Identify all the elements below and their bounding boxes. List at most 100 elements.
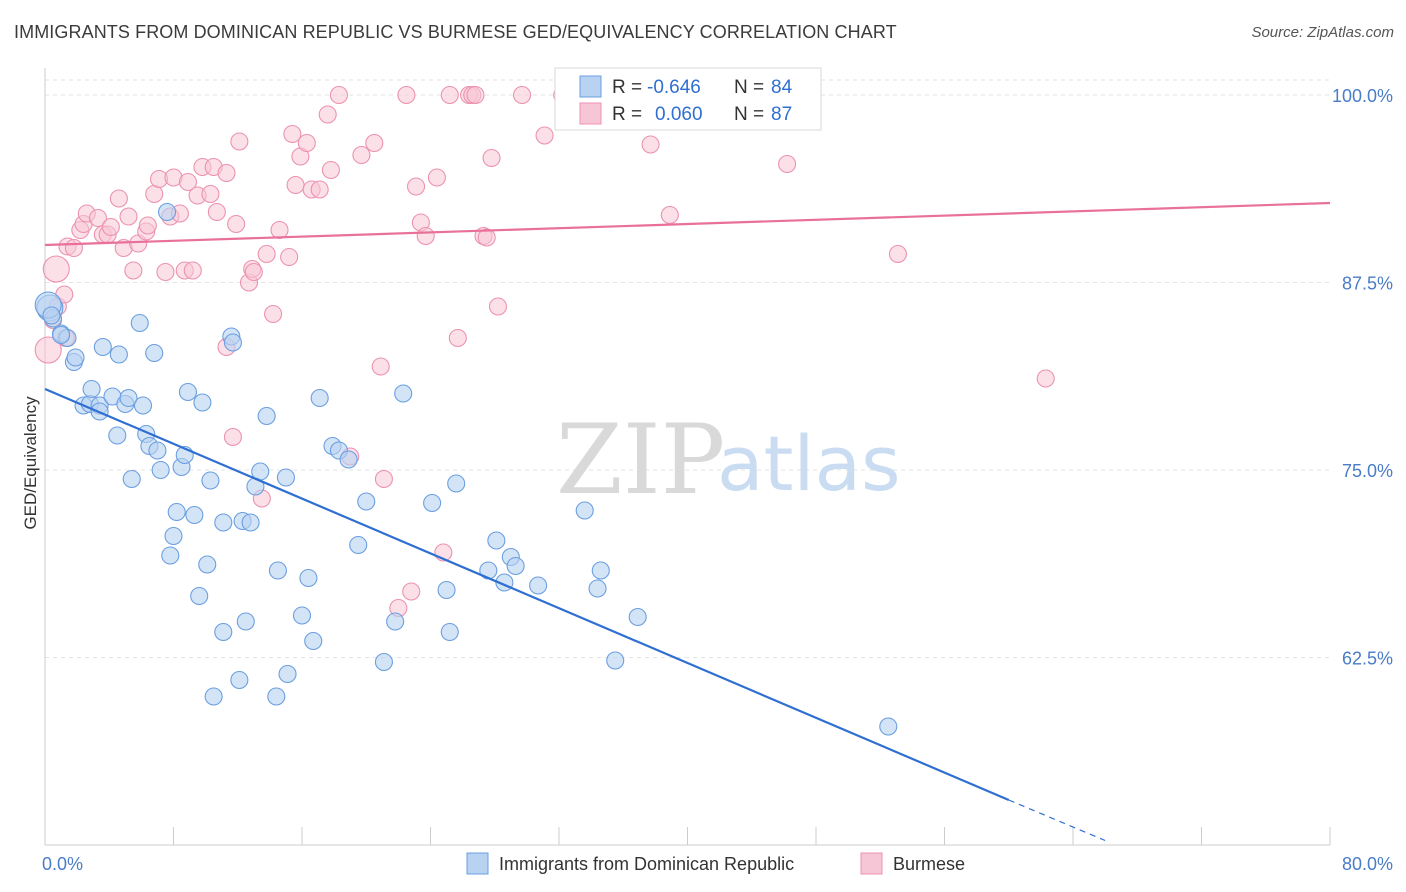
burmese-point bbox=[201, 184, 220, 204]
dominican-point bbox=[236, 612, 255, 631]
stats-legend: R = -0.646 N = 84 R = 0.060 N = 87 bbox=[554, 67, 822, 131]
burmese-point bbox=[109, 189, 128, 208]
burmese-point bbox=[406, 177, 426, 196]
burmese-point bbox=[402, 582, 421, 601]
burmese-point bbox=[321, 160, 340, 180]
burmese-point bbox=[244, 262, 263, 282]
burmese-point bbox=[207, 202, 226, 222]
burmese-point bbox=[145, 184, 164, 204]
burmese-points bbox=[34, 85, 1055, 618]
legend-r-value-pink: 0.060 bbox=[655, 104, 703, 125]
axes bbox=[44, 68, 1331, 846]
burmese-point bbox=[264, 304, 283, 324]
burmese-point bbox=[297, 133, 316, 153]
burmese-point bbox=[227, 214, 246, 234]
dominican-point bbox=[193, 393, 212, 412]
dominican-points bbox=[34, 202, 898, 736]
burmese-point bbox=[482, 148, 501, 168]
burmese-point bbox=[230, 132, 249, 151]
dominican-point bbox=[42, 306, 61, 325]
burmese-point bbox=[138, 216, 157, 235]
watermark-zip: ZIP bbox=[556, 404, 725, 516]
dominican-point bbox=[198, 555, 217, 574]
burmese-point bbox=[64, 238, 83, 258]
dominican-point bbox=[201, 471, 220, 490]
dominican-point bbox=[394, 384, 413, 403]
burmese-point bbox=[88, 208, 108, 228]
dominican-point bbox=[506, 556, 525, 576]
burmese-point bbox=[477, 228, 496, 247]
burmese-point bbox=[352, 145, 371, 165]
burmese-point bbox=[448, 328, 467, 348]
dominican-point bbox=[148, 441, 167, 460]
dominican-point bbox=[122, 469, 141, 489]
dominican-point bbox=[386, 612, 405, 631]
dominican-point bbox=[93, 337, 112, 357]
burmese-point bbox=[488, 297, 508, 316]
dominican-point bbox=[223, 333, 242, 352]
dominican-point bbox=[357, 492, 376, 511]
dominican-point bbox=[204, 687, 223, 706]
dominican-point bbox=[151, 460, 170, 480]
dominican-point bbox=[52, 325, 71, 345]
burmese-trend-line bbox=[44, 201, 1331, 247]
dominican-point bbox=[276, 468, 295, 487]
bottom-legend-swatch-blue bbox=[466, 852, 489, 875]
dominican-trend-extension bbox=[1008, 799, 1106, 842]
dominican-point bbox=[299, 568, 318, 588]
burmese-point bbox=[257, 244, 276, 264]
dominican-point bbox=[606, 651, 625, 670]
dominican-point bbox=[487, 531, 506, 550]
burmese-point bbox=[427, 168, 446, 187]
burmese-point bbox=[660, 205, 679, 225]
burmese-point bbox=[183, 261, 202, 280]
dominican-point bbox=[145, 343, 164, 363]
dominican-point bbox=[230, 670, 249, 690]
burmese-point bbox=[888, 244, 907, 264]
burmese-point bbox=[280, 247, 299, 267]
dominican-point bbox=[292, 606, 312, 625]
y-tick-labels: 62.5% 75.0% 87.5% 100.0% bbox=[1332, 86, 1393, 669]
burmese-point bbox=[397, 85, 416, 105]
burmese-point bbox=[641, 135, 660, 154]
dominican-point bbox=[339, 450, 358, 469]
dominican-point bbox=[268, 561, 287, 580]
burmese-point bbox=[513, 85, 532, 105]
dominican-point bbox=[109, 345, 128, 364]
y-tick-label: 62.5% bbox=[1342, 649, 1393, 669]
dominican-trend-line bbox=[44, 387, 1010, 802]
legend-n-value-pink: 87 bbox=[771, 104, 792, 125]
dominican-point bbox=[374, 652, 393, 672]
watermark-atlas: atlas bbox=[717, 419, 901, 508]
y-tick-label: 100.0% bbox=[1332, 86, 1393, 106]
y-tick-label: 87.5% bbox=[1342, 274, 1393, 294]
trend-lines bbox=[44, 201, 1331, 842]
dominican-point bbox=[119, 388, 138, 408]
dominican-point bbox=[349, 535, 368, 555]
dominican-point bbox=[310, 388, 329, 408]
burmese-point bbox=[42, 255, 70, 283]
x-tick-label-max: 80.0% bbox=[1342, 854, 1393, 874]
legend-swatch-blue bbox=[579, 75, 602, 98]
dominican-point bbox=[447, 474, 466, 493]
burmese-point bbox=[374, 469, 393, 489]
legend-n-label-pink: N = bbox=[734, 104, 764, 125]
burmese-point bbox=[778, 154, 797, 174]
dominican-point bbox=[437, 580, 456, 600]
burmese-point bbox=[156, 262, 175, 282]
dominican-point bbox=[575, 501, 594, 520]
dominican-point bbox=[278, 664, 297, 684]
burmese-point bbox=[535, 126, 554, 145]
dominican-point bbox=[82, 379, 101, 399]
burmese-point bbox=[270, 220, 289, 240]
burmese-point bbox=[365, 133, 384, 153]
dominican-point bbox=[161, 546, 180, 565]
y-tick-label: 75.0% bbox=[1342, 461, 1393, 481]
dominican-point bbox=[529, 576, 548, 595]
bottom-legend-label-burmese: Burmese bbox=[893, 854, 965, 874]
dominican-point bbox=[158, 202, 177, 222]
burmese-point bbox=[440, 85, 459, 105]
burmese-point bbox=[416, 226, 435, 246]
dominican-point bbox=[267, 687, 286, 706]
dominican-point bbox=[178, 382, 198, 402]
